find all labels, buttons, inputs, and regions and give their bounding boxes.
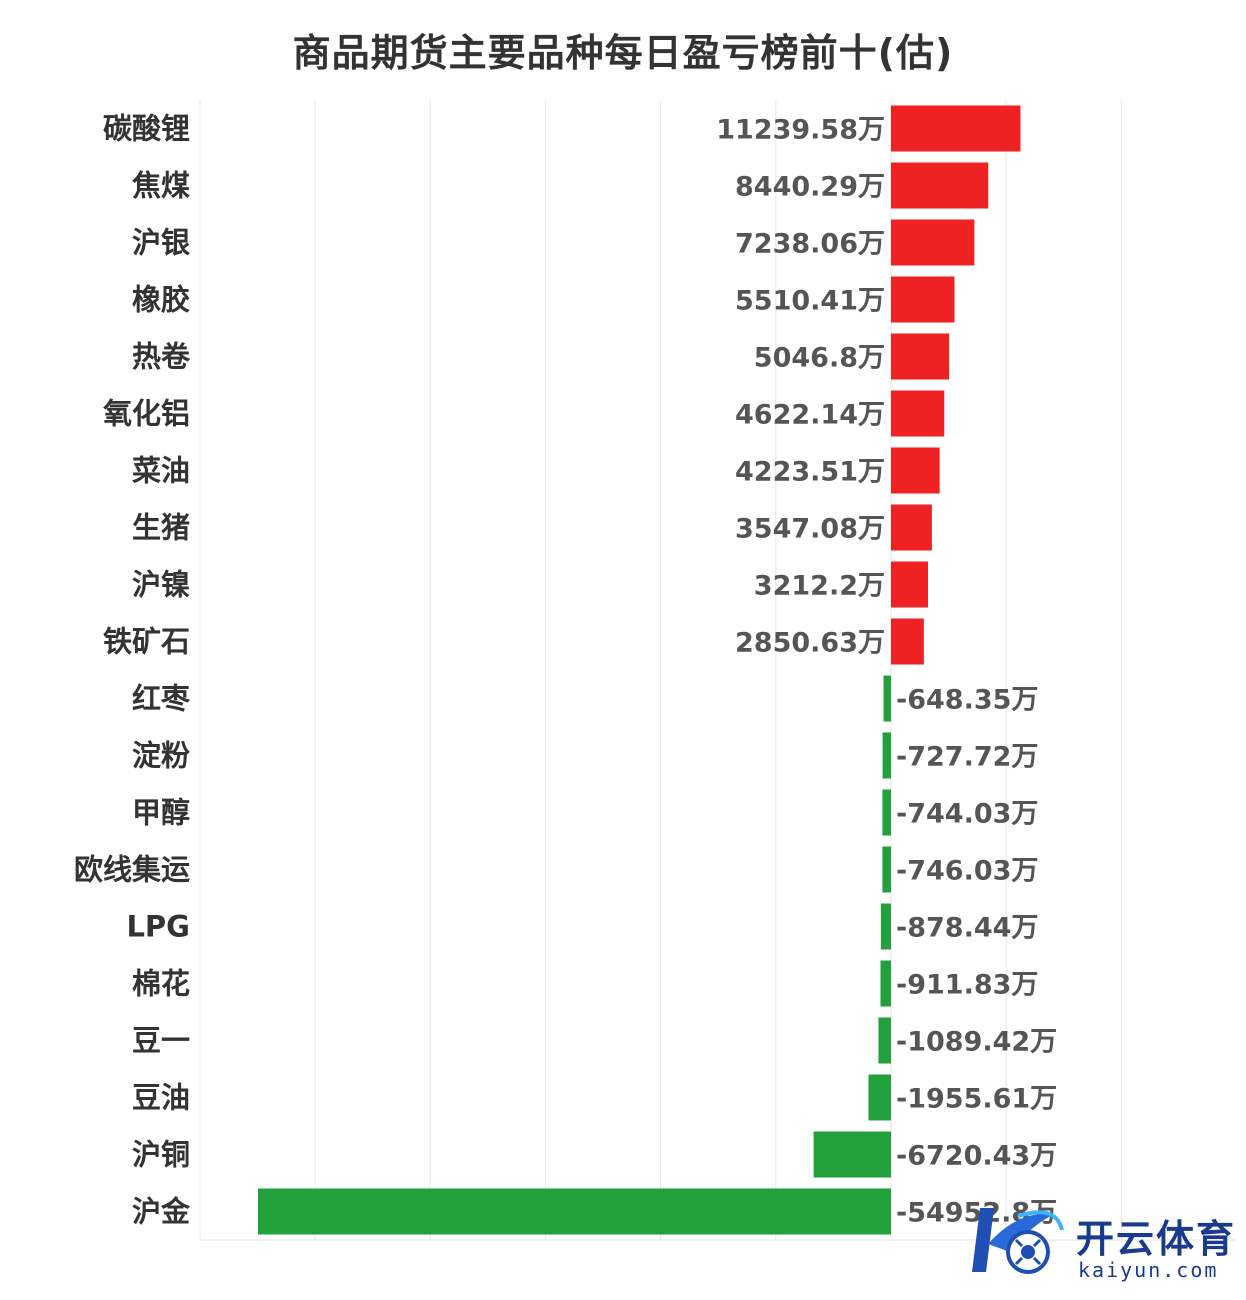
bar-17 bbox=[868, 1074, 891, 1121]
category-label: 焦煤 bbox=[132, 169, 190, 203]
category-label: 菜油 bbox=[132, 454, 190, 488]
category-label: 沪金 bbox=[132, 1195, 191, 1229]
bar-18 bbox=[813, 1131, 891, 1178]
grid-lines bbox=[199, 100, 1236, 1241]
value-label: 7238.06万 bbox=[735, 229, 885, 260]
category-label: LPG bbox=[126, 910, 190, 944]
bar-8 bbox=[891, 561, 929, 608]
watermark-brand: 开云体育 bbox=[1076, 1217, 1237, 1261]
category-label: 热卷 bbox=[132, 340, 191, 374]
bar-2 bbox=[891, 219, 975, 266]
bar-7 bbox=[891, 504, 932, 551]
watermark-logo: 开云体育 kaiyun.com bbox=[958, 1200, 1238, 1290]
category-label: 淀粉 bbox=[132, 739, 190, 773]
bar-6 bbox=[891, 447, 940, 494]
bar-19 bbox=[258, 1188, 891, 1235]
category-label: 沪镍 bbox=[132, 568, 190, 602]
value-label: -878.44万 bbox=[896, 913, 1038, 944]
bar-9 bbox=[891, 618, 924, 665]
category-label: 橡胶 bbox=[132, 283, 190, 317]
value-label: 4223.51万 bbox=[735, 457, 885, 488]
bars bbox=[258, 105, 1021, 1235]
bar-11 bbox=[882, 732, 891, 779]
value-label: 3547.08万 bbox=[735, 514, 885, 545]
value-label: -727.72万 bbox=[896, 742, 1038, 773]
value-label: 11239.58万 bbox=[716, 115, 885, 146]
bar-13 bbox=[882, 846, 891, 893]
bar-10 bbox=[883, 675, 891, 722]
category-label: 红枣 bbox=[132, 682, 191, 716]
kaiyun-logo-icon bbox=[972, 1208, 1064, 1274]
bar-1 bbox=[891, 162, 989, 209]
chart-title: 商品期货主要品种每日盈亏榜前十(估) bbox=[292, 31, 954, 75]
value-label: 5510.41万 bbox=[735, 286, 885, 317]
value-label: 3212.2万 bbox=[754, 571, 885, 602]
category-label: 沪铜 bbox=[132, 1138, 190, 1172]
value-label: -648.35万 bbox=[896, 685, 1038, 716]
watermark-url: kaiyun.com bbox=[1078, 1258, 1219, 1282]
value-label: -1089.42万 bbox=[896, 1027, 1057, 1058]
bar-15 bbox=[880, 960, 891, 1007]
category-label: 豆一 bbox=[132, 1024, 190, 1058]
bar-4 bbox=[891, 333, 950, 380]
value-label: 2850.63万 bbox=[735, 628, 885, 659]
category-label: 铁矿石 bbox=[103, 625, 190, 659]
value-label: -744.03万 bbox=[896, 799, 1038, 830]
category-label: 碳酸锂 bbox=[103, 112, 190, 146]
category-label: 豆油 bbox=[132, 1081, 190, 1115]
category-label: 氧化铝 bbox=[102, 397, 190, 431]
category-label: 沪银 bbox=[132, 226, 190, 260]
value-label: -911.83万 bbox=[896, 970, 1038, 1001]
category-label: 欧线集运 bbox=[74, 853, 190, 887]
value-label: 5046.8万 bbox=[754, 343, 885, 374]
value-label: -1955.61万 bbox=[896, 1084, 1057, 1115]
value-label: 4622.14万 bbox=[735, 400, 885, 431]
bar-5 bbox=[891, 390, 945, 437]
category-label: 生猪 bbox=[132, 511, 190, 545]
category-label: 棉花 bbox=[132, 967, 190, 1001]
value-label: -6720.43万 bbox=[896, 1141, 1057, 1172]
bar-14 bbox=[880, 903, 891, 950]
bar-16 bbox=[878, 1017, 891, 1064]
category-label: 甲醇 bbox=[132, 796, 190, 830]
bar-3 bbox=[891, 276, 955, 323]
value-label: 8440.29万 bbox=[735, 172, 885, 203]
value-label: -746.03万 bbox=[896, 856, 1038, 887]
bar-12 bbox=[882, 789, 891, 836]
bar-0 bbox=[891, 105, 1021, 152]
